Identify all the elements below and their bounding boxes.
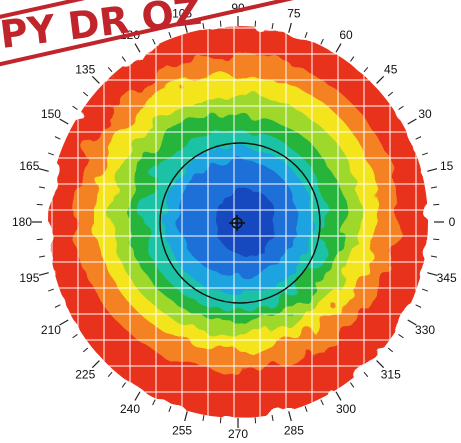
angle-tick <box>59 118 69 125</box>
angle-tick <box>288 411 292 422</box>
angle-tick <box>271 414 274 422</box>
angle-label-285: 285 <box>284 424 304 438</box>
angle-tick <box>415 304 422 308</box>
angle-tick <box>72 105 78 110</box>
angle-tick <box>427 272 438 276</box>
angle-tick <box>254 20 257 27</box>
angle-tick <box>54 304 61 308</box>
angle-tick <box>48 288 54 292</box>
angle-tick <box>91 75 100 84</box>
angle-tick <box>107 371 113 378</box>
angle-ticks <box>32 16 444 428</box>
angle-tick <box>219 20 222 27</box>
angle-tick <box>72 334 78 339</box>
angle-tick <box>134 43 141 53</box>
angle-tick <box>202 414 205 422</box>
angle-tick <box>121 56 126 62</box>
angle-label-165: 165 <box>19 159 39 173</box>
angle-label-105: 105 <box>172 6 192 20</box>
angle-tick <box>219 417 222 424</box>
angle-tick <box>363 66 369 73</box>
reference-circle <box>159 142 321 304</box>
angle-tick <box>152 399 156 406</box>
angle-tick <box>350 382 355 388</box>
angle-tick <box>82 91 89 97</box>
angle-label-240: 240 <box>120 402 140 416</box>
angle-label-195: 195 <box>19 271 39 285</box>
angle-tick <box>427 168 438 172</box>
angle-tick <box>320 38 324 45</box>
angle-tick <box>430 255 438 258</box>
angle-tick <box>350 56 355 62</box>
angle-tick <box>168 406 172 412</box>
angle-label-135: 135 <box>75 62 95 76</box>
angle-tick <box>304 32 308 38</box>
angle-label-45: 45 <box>384 62 398 76</box>
angle-tick <box>415 136 422 140</box>
angle-tick <box>288 22 292 33</box>
angle-tick <box>168 32 172 38</box>
angle-tick <box>407 118 417 125</box>
angle-tick <box>376 75 385 84</box>
angle-tick <box>152 38 156 45</box>
angle-tick <box>38 186 46 189</box>
angle-tick <box>82 347 89 353</box>
angle-tick <box>134 391 141 401</box>
angle-tick <box>91 360 100 369</box>
angle-tick <box>430 186 438 189</box>
angle-tick <box>335 391 342 401</box>
angle-tick <box>320 399 324 406</box>
angle-tick <box>38 272 49 276</box>
angle-tick <box>38 255 46 258</box>
angle-label-60: 60 <box>339 28 353 42</box>
angle-label-300: 300 <box>336 402 356 416</box>
angle-label-210: 210 <box>41 323 61 337</box>
angle-tick <box>398 105 404 110</box>
angle-tick <box>433 203 440 206</box>
angle-tick <box>48 152 54 156</box>
angle-label-30: 30 <box>418 107 432 121</box>
angle-label-180: 180 <box>12 215 32 229</box>
angle-tick <box>387 91 394 97</box>
angle-label-150: 150 <box>41 107 61 121</box>
angle-label-225: 225 <box>75 368 95 382</box>
topography-heatmap <box>48 26 428 418</box>
angle-tick <box>254 417 257 424</box>
angle-label-315: 315 <box>381 368 401 382</box>
angle-label-255: 255 <box>172 424 192 438</box>
angle-tick <box>376 360 385 369</box>
angle-tick <box>363 371 369 378</box>
crosshair-icon <box>229 215 245 231</box>
angle-tick <box>59 319 69 326</box>
angle-tick <box>422 288 428 292</box>
angle-tick <box>36 238 43 241</box>
angle-labels: 0153045607590105120135150165180195210225… <box>12 1 457 441</box>
angle-label-15: 15 <box>440 159 454 173</box>
angle-tick <box>36 203 43 206</box>
angle-tick <box>271 22 274 30</box>
angle-tick <box>202 22 205 30</box>
angle-tick <box>398 334 404 339</box>
angle-tick <box>54 136 61 140</box>
angle-tick <box>422 152 428 156</box>
angle-tick <box>433 238 440 241</box>
angle-label-330: 330 <box>415 323 435 337</box>
angle-tick <box>184 22 188 33</box>
angle-label-0: 0 <box>449 215 456 229</box>
angle-tick <box>387 347 394 353</box>
angle-label-75: 75 <box>287 6 301 20</box>
angle-tick <box>407 319 417 326</box>
angle-tick <box>107 66 113 73</box>
angle-tick <box>184 411 188 422</box>
angle-label-345: 345 <box>437 271 457 285</box>
angle-tick <box>38 168 49 172</box>
angle-label-270: 270 <box>228 427 248 441</box>
angle-tick <box>121 382 126 388</box>
angle-tick <box>304 406 308 412</box>
angle-tick <box>335 43 342 53</box>
